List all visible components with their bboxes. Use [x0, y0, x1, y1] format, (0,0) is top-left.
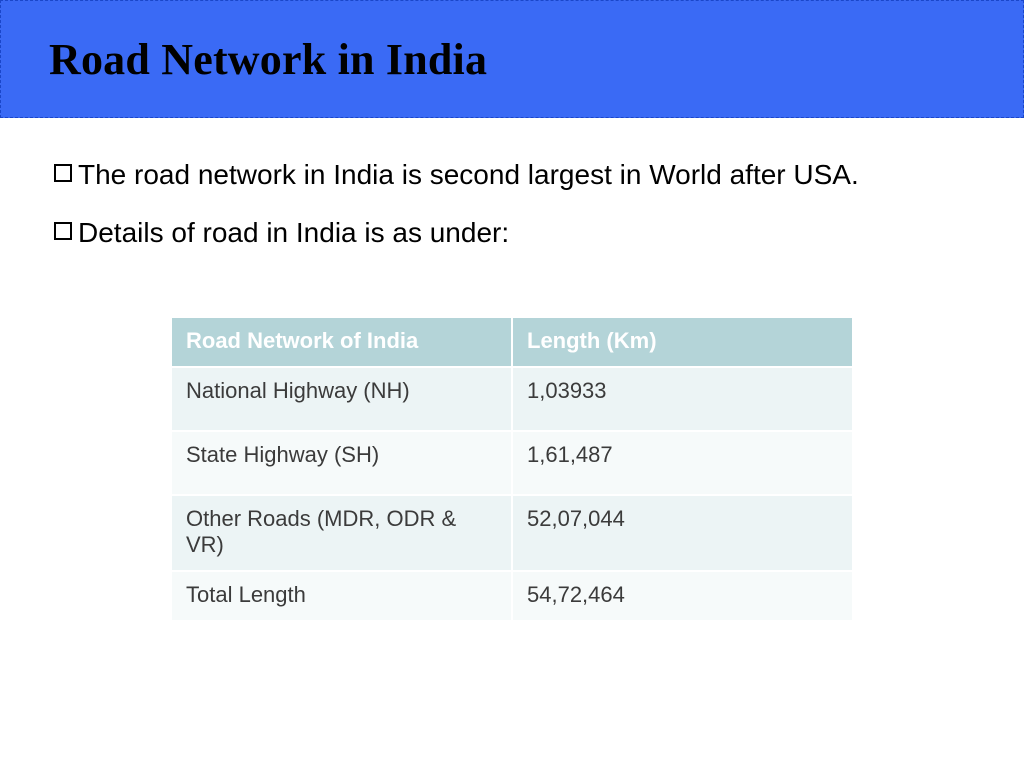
table-row: Total Length 54,72,464: [172, 571, 852, 621]
bullet-item: The road network in India is second larg…: [54, 156, 970, 194]
table-cell: 54,72,464: [512, 571, 852, 621]
table-cell: National Highway (NH): [172, 367, 512, 431]
table-container: Road Network of India Length (Km) Nation…: [54, 272, 970, 622]
table-cell: Other Roads (MDR, ODR & VR): [172, 495, 512, 571]
table-row: Other Roads (MDR, ODR & VR) 52,07,044: [172, 495, 852, 571]
road-network-table: Road Network of India Length (Km) Nation…: [172, 318, 852, 622]
table-cell: State Highway (SH): [172, 431, 512, 495]
table-cell: 52,07,044: [512, 495, 852, 571]
table-cell: Total Length: [172, 571, 512, 621]
bullet-square-icon: [54, 164, 72, 182]
bullet-text: Details of road in India is as under:: [78, 214, 970, 252]
table-header-cell: Length (Km): [512, 318, 852, 367]
table-header-row: Road Network of India Length (Km): [172, 318, 852, 367]
body-content: The road network in India is second larg…: [0, 118, 1024, 622]
bullet-text: The road network in India is second larg…: [78, 156, 970, 194]
page-title: Road Network in India: [49, 34, 487, 85]
table-cell: 1,03933: [512, 367, 852, 431]
table-cell: 1,61,487: [512, 431, 852, 495]
title-banner: Road Network in India: [0, 0, 1024, 118]
table-row: National Highway (NH) 1,03933: [172, 367, 852, 431]
table-header-cell: Road Network of India: [172, 318, 512, 367]
table-row: State Highway (SH) 1,61,487: [172, 431, 852, 495]
bullet-item: Details of road in India is as under:: [54, 214, 970, 252]
bullet-square-icon: [54, 222, 72, 240]
